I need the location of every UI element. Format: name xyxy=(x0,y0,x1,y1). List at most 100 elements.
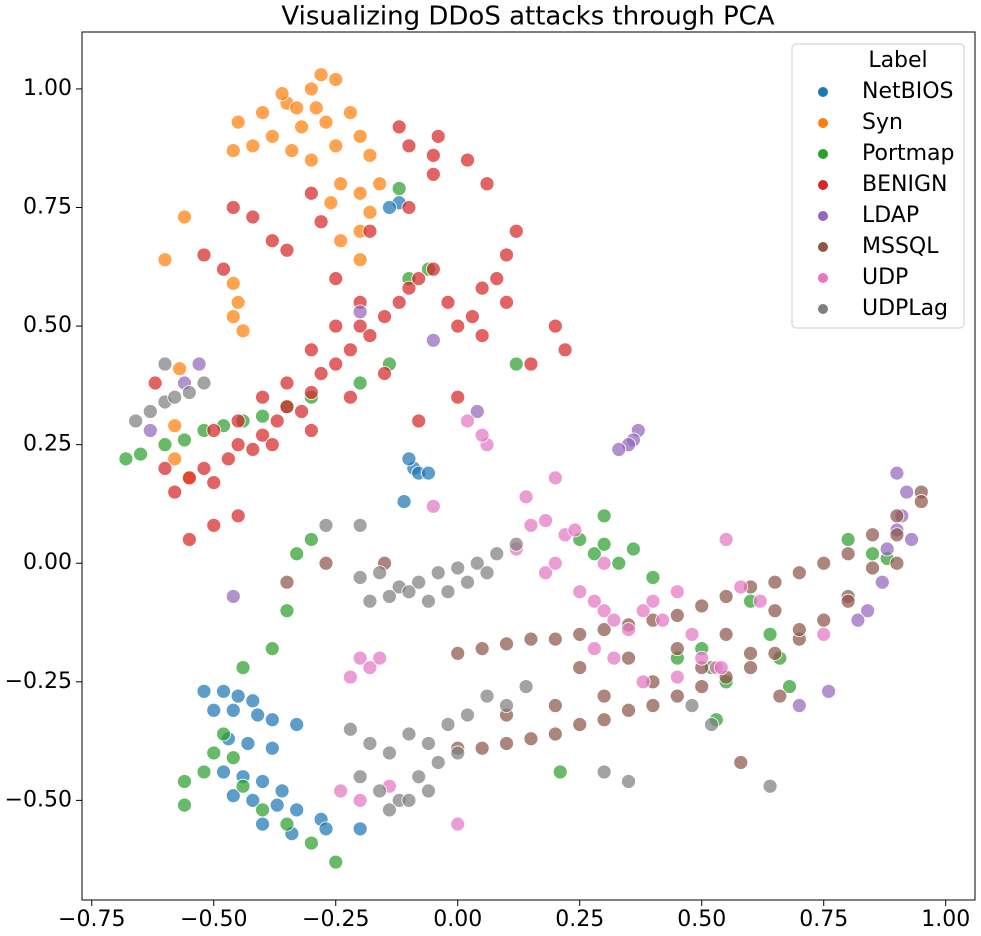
point xyxy=(255,802,270,818)
x-tick-label: −0.25 xyxy=(302,907,369,932)
legend-label: NetBIOS xyxy=(862,79,953,104)
point xyxy=(352,650,368,666)
point xyxy=(303,423,319,438)
point xyxy=(499,294,514,310)
point xyxy=(508,223,524,239)
legend-marker xyxy=(818,273,828,283)
point xyxy=(303,385,319,400)
point xyxy=(840,532,856,547)
point xyxy=(425,261,441,277)
point xyxy=(669,584,685,600)
point xyxy=(840,546,856,562)
point xyxy=(645,593,661,609)
point xyxy=(460,413,475,429)
point xyxy=(245,209,261,225)
point xyxy=(547,631,563,647)
point xyxy=(669,688,685,704)
legend-label: Portmap xyxy=(862,141,955,166)
point xyxy=(489,271,505,287)
point xyxy=(474,427,490,443)
point xyxy=(865,546,880,562)
point xyxy=(206,702,222,718)
point xyxy=(523,356,539,372)
point xyxy=(235,323,251,339)
point xyxy=(621,774,636,789)
point xyxy=(430,565,446,581)
legend-marker xyxy=(818,304,828,314)
point xyxy=(342,669,358,685)
legend-marker xyxy=(818,211,828,221)
points xyxy=(118,67,929,870)
point xyxy=(850,612,866,628)
point xyxy=(216,726,231,742)
point xyxy=(694,679,710,694)
y-tick-label: 0.00 xyxy=(23,550,72,575)
point xyxy=(342,721,358,737)
point xyxy=(430,755,446,770)
point xyxy=(596,764,612,780)
point xyxy=(269,413,285,429)
x-tick-label: 0.50 xyxy=(677,907,726,932)
point xyxy=(196,247,212,263)
point xyxy=(342,389,358,405)
point xyxy=(469,555,485,571)
point xyxy=(411,413,427,429)
point xyxy=(684,698,700,713)
point xyxy=(713,660,729,675)
point xyxy=(294,404,309,419)
point xyxy=(904,532,919,547)
point xyxy=(118,451,134,467)
point xyxy=(586,546,602,562)
point xyxy=(635,603,651,619)
point xyxy=(264,641,280,657)
point xyxy=(142,404,158,419)
point xyxy=(362,328,378,343)
point xyxy=(733,755,749,770)
point xyxy=(308,100,324,116)
point xyxy=(816,612,832,628)
point xyxy=(762,626,778,642)
point xyxy=(567,522,583,538)
point xyxy=(157,460,173,476)
point xyxy=(328,271,344,287)
point xyxy=(377,366,392,381)
point xyxy=(899,484,915,500)
point xyxy=(518,489,534,505)
point xyxy=(772,688,788,704)
point xyxy=(596,536,612,552)
point xyxy=(621,622,636,638)
point xyxy=(425,166,441,182)
point xyxy=(328,854,344,870)
x-tick-label: −0.50 xyxy=(180,907,247,932)
point xyxy=(352,570,368,585)
point xyxy=(479,176,495,192)
point xyxy=(352,185,368,201)
point xyxy=(362,736,378,751)
point xyxy=(289,100,305,116)
point xyxy=(342,342,358,358)
point xyxy=(474,740,490,756)
point xyxy=(328,356,344,372)
point xyxy=(133,446,148,462)
legend-marker xyxy=(818,87,828,97)
point xyxy=(235,660,251,675)
point xyxy=(557,342,573,358)
point xyxy=(196,375,212,391)
point xyxy=(474,328,490,343)
point xyxy=(694,598,710,614)
point xyxy=(479,565,495,581)
point xyxy=(791,565,807,581)
y-tick-label: 0.75 xyxy=(23,194,72,219)
point xyxy=(621,650,636,666)
point xyxy=(333,176,349,192)
y-tick-label: −0.25 xyxy=(5,669,72,694)
point xyxy=(752,593,768,609)
point xyxy=(499,736,514,751)
point xyxy=(177,209,192,225)
point xyxy=(352,304,368,320)
point xyxy=(669,608,685,623)
point xyxy=(694,650,710,666)
point xyxy=(606,612,622,628)
point xyxy=(352,517,368,533)
point xyxy=(225,309,241,324)
